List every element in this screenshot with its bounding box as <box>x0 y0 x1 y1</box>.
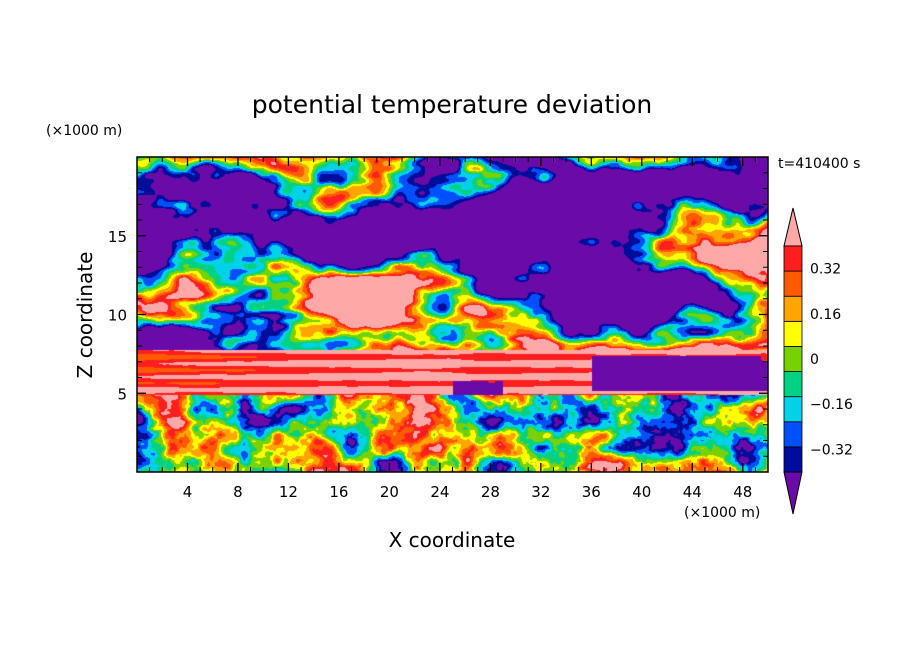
colorbar-segment <box>783 245 803 272</box>
heatmap-field <box>137 157 768 472</box>
y-tick-label: 5 <box>117 385 127 403</box>
y-axis-label: Z coordinate <box>73 252 97 379</box>
x-axis: 4 8 12 16 20 24 28 32 36 40 44 48 <box>149 157 756 501</box>
x-tick-label: 16 <box>329 483 348 501</box>
x-tick-label: 24 <box>430 483 449 501</box>
colorbar-segment <box>783 270 803 297</box>
x-unit-label: (×1000 m) <box>684 505 760 521</box>
colorbar-tick-label: −0.16 <box>810 397 853 413</box>
x-tick-label: 36 <box>582 483 601 501</box>
x-tick-label: 20 <box>380 483 399 501</box>
x-tick-label: 8 <box>233 483 243 501</box>
y-axis: 5 10 15 <box>108 172 768 457</box>
colorbar-extend-bottom <box>783 471 803 515</box>
colorbar-segment <box>783 421 803 448</box>
x-tick-label: 44 <box>683 483 702 501</box>
colorbar-segment <box>783 295 803 322</box>
y-unit-label: (×1000 m) <box>46 123 122 139</box>
x-tick-label: 48 <box>733 483 752 501</box>
x-tick-label: 12 <box>279 483 298 501</box>
colorbar-tick-label: −0.32 <box>810 442 853 458</box>
colorbar-segment <box>783 396 803 423</box>
x-tick-label: 28 <box>481 483 500 501</box>
colorbar-tick-label: 0.16 <box>810 307 841 323</box>
y-tick-label: 10 <box>108 307 127 325</box>
heatmap-raster <box>137 157 768 472</box>
time-label: t=410400 s <box>778 156 860 172</box>
colorbar: 0.32 0.16 0 −0.16 −0.32 <box>783 207 853 515</box>
colorbar-segment <box>783 346 803 372</box>
chart-title: potential temperature deviation <box>252 90 652 119</box>
x-axis-label: X coordinate <box>389 528 516 552</box>
colorbar-segment <box>783 371 803 398</box>
y-tick-label: 15 <box>108 228 127 246</box>
colorbar-extend-top <box>783 207 803 247</box>
colorbar-segment <box>783 446 803 473</box>
x-tick-label: 32 <box>531 483 550 501</box>
x-tick-label: 40 <box>632 483 651 501</box>
colorbar-tick-label: 0 <box>810 352 819 368</box>
colorbar-segment <box>783 320 803 347</box>
x-tick-label: 4 <box>183 483 193 501</box>
colorbar-tick-label: 0.32 <box>810 262 841 278</box>
